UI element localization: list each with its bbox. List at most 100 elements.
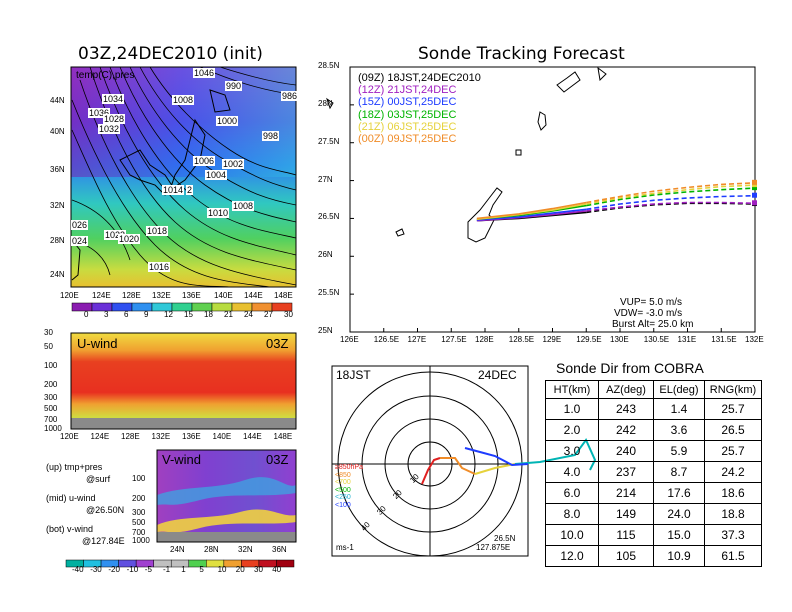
table-cell: 1.4 (653, 398, 705, 420)
v-wind-xtick: 28N (204, 545, 219, 554)
x-tick-label: 132E (745, 335, 764, 344)
pressure-label: 998 (262, 131, 280, 141)
track-series-line-dashed (586, 184, 756, 205)
table-cell: 18.6 (704, 482, 762, 504)
map-title: 03Z,24DEC2010 (init) (78, 44, 263, 64)
table-cell: 25.7 (704, 440, 762, 462)
x-tick-label: 128.5E (508, 335, 535, 344)
table-cell: 10.0 (545, 524, 599, 546)
table-cell: 243 (598, 398, 654, 420)
pressure-label: 1034 (102, 94, 125, 104)
table-cell: 10.9 (653, 545, 705, 567)
table-row: 8.0 149 24.0 18.8 (545, 503, 762, 525)
track-series-line (476, 201, 587, 220)
note-up-sub: @surf (86, 474, 111, 484)
table-cell: 214 (598, 482, 654, 504)
x-tick-label: 126E (340, 335, 359, 344)
table-header-cell: EL(deg) (653, 380, 705, 399)
table-cell: 242 (598, 419, 654, 441)
wind-colorbar-label: -30 (90, 565, 102, 574)
temp-colorbar-label: 18 (204, 310, 213, 319)
u-wind-xtick: 136E (182, 432, 201, 441)
u-wind-ytick: 30 (44, 328, 53, 337)
polar-lat: 26.5N (494, 534, 516, 543)
u-wind-title: U-wind (77, 336, 118, 351)
table-cell: 15.0 (653, 524, 705, 546)
map-lat-tick: 32N (50, 201, 65, 210)
map-lat-tick: 40N (50, 127, 65, 136)
temp-colorbar-label: 6 (124, 310, 129, 319)
temp-colorbar-label: 0 (84, 310, 89, 319)
temp-colorbar-label: 24 (244, 310, 253, 319)
pressure-label: 990 (225, 81, 243, 91)
v-wind-ytick: 100 (132, 474, 146, 483)
legend-entry: (21Z) 06JST,25DEC (358, 120, 457, 133)
legend-entry: (00Z) 09JST,25DEC (358, 133, 457, 145)
u-wind-xtick: 124E (90, 432, 110, 441)
note-bot-sub: @127.84E (82, 536, 125, 546)
track-series-line-dashed (586, 187, 756, 207)
x-tick-label: 127E (407, 335, 427, 344)
wind-colorbar-label: 1 (181, 565, 186, 574)
map-lat-tick: 36N (50, 165, 65, 174)
table-cell: 237 (598, 461, 654, 483)
map-lon-tick: 120E (60, 291, 79, 300)
pressure-label: 1002 (222, 159, 245, 169)
u-wind-ytick: 200 (44, 380, 58, 389)
v-wind-ytick: 500 (132, 518, 146, 527)
table-cell: 6.0 (545, 482, 599, 504)
table-cell: 37.3 (704, 524, 762, 546)
wind-colorbar-label: 30 (254, 565, 263, 574)
pressure-label: 1014 (162, 185, 185, 195)
wind-colorbar (65, 559, 295, 568)
sonde-table: HT(km) AZ(deg) EL(deg) RNG(km) 1.0 243 1.4 25.… (545, 380, 762, 567)
height-legend-entry: <500 (335, 486, 351, 494)
table-cell: 8.7 (653, 461, 705, 483)
temp-colorbar (71, 302, 293, 312)
y-tick-label: 27.5N (318, 136, 340, 146)
v-wind-ytick: 1000 (132, 536, 150, 545)
wind-colorbar-label: -40 (72, 565, 84, 574)
temp-colorbar-label: 12 (164, 310, 173, 319)
table-cell: 240 (598, 440, 654, 462)
v-wind-ytick: 200 (132, 494, 146, 503)
note-bot: (bot) v-wind (46, 524, 94, 534)
pressure-label: 1008 (232, 201, 255, 211)
y-tick-label: 26N (318, 250, 333, 260)
table-cell: 26.5 (704, 419, 762, 441)
annot-burst: Burst Alt= 25.0 km (612, 319, 694, 330)
table-cell: 149 (598, 503, 654, 525)
temp-colorbar-label: 21 (224, 310, 233, 319)
track-series-line-dashed (586, 194, 756, 211)
height-legend-entry: <700 (335, 479, 351, 486)
annot-vdw: VDW= -3.0 m/s (614, 308, 683, 319)
polar-lon: 127.875E (476, 543, 511, 552)
y-tick-label: 27N (318, 174, 333, 184)
x-tick-label: 131.5E (711, 335, 737, 344)
map-lon-tick: 144E (244, 291, 263, 300)
track-series-line-dashed (586, 182, 756, 204)
map-lon-tick: 140E (214, 291, 233, 300)
table-cell: 17.6 (653, 482, 705, 504)
chart-title: Sonde Tracking Forecast (418, 44, 625, 64)
table-cell: 2.0 (545, 419, 599, 441)
u-wind-xtick: 132E (151, 432, 171, 441)
wind-colorbar-label: 40 (272, 565, 282, 574)
pressure-label: 1032 (98, 124, 121, 134)
x-tick-label: 128E (475, 335, 494, 344)
track-endpoint (752, 200, 757, 206)
table-cell: 25.7 (704, 398, 762, 420)
temp-colorbar-label: 30 (284, 310, 293, 319)
track-series-line-dashed (586, 201, 756, 212)
map-lat-tick: 24N (50, 270, 65, 279)
table-row: 3.0 240 5.9 25.7 (545, 440, 762, 462)
wind-colorbar-swatch (276, 559, 295, 568)
pressure-label: 1010 (207, 208, 230, 218)
wind-colorbar-label: 5 (199, 565, 204, 574)
pressure-label: 1046 (193, 68, 216, 78)
legend-entry: (09Z) 18JST,24DEC2010 (358, 72, 481, 84)
map-lon-tick: 124E (92, 291, 111, 300)
table-row: 1.0 243 1.4 25.7 (545, 398, 762, 420)
u-wind-xtick: 144E (243, 432, 262, 441)
